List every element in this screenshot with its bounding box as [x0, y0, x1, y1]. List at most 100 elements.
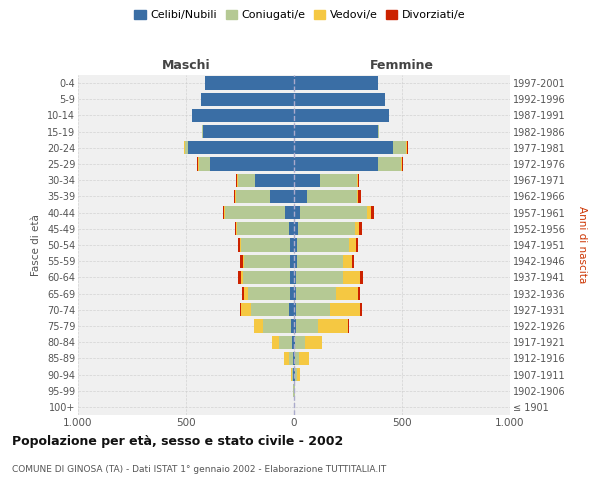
Bar — [305, 336, 322, 349]
Bar — [297, 238, 349, 252]
Bar — [263, 320, 291, 332]
Bar — [295, 336, 305, 349]
Text: Popolazione per età, sesso e stato civile - 2002: Popolazione per età, sesso e stato civil… — [12, 435, 343, 448]
Bar — [355, 222, 359, 235]
Bar — [292, 336, 294, 349]
Bar — [294, 125, 378, 138]
Bar — [301, 206, 367, 220]
Bar — [343, 254, 352, 268]
Bar — [294, 320, 296, 332]
Bar — [296, 287, 336, 300]
Bar — [248, 287, 290, 300]
Bar — [289, 222, 294, 235]
Bar — [203, 125, 294, 138]
Bar — [210, 158, 294, 170]
Bar — [241, 270, 243, 284]
Bar — [188, 141, 294, 154]
Bar — [320, 174, 356, 187]
Bar — [235, 222, 236, 235]
Bar — [294, 206, 301, 220]
Bar — [359, 222, 362, 235]
Bar — [358, 287, 360, 300]
Bar — [201, 92, 294, 106]
Bar — [238, 238, 240, 252]
Bar — [193, 109, 294, 122]
Bar — [205, 76, 294, 90]
Bar — [289, 303, 294, 316]
Bar — [290, 254, 294, 268]
Bar — [360, 270, 363, 284]
Bar — [240, 238, 241, 252]
Bar — [294, 92, 385, 106]
Bar — [294, 352, 295, 365]
Bar — [296, 254, 343, 268]
Bar — [294, 76, 378, 90]
Y-axis label: Anni di nascita: Anni di nascita — [577, 206, 587, 284]
Bar — [356, 238, 358, 252]
Bar — [289, 352, 293, 365]
Bar — [296, 303, 329, 316]
Bar — [349, 238, 356, 252]
Bar — [294, 368, 295, 381]
Bar — [291, 320, 294, 332]
Bar — [272, 336, 280, 349]
Text: Maschi: Maschi — [161, 60, 211, 72]
Bar — [307, 190, 356, 203]
Bar — [294, 222, 298, 235]
Bar — [401, 158, 402, 170]
Bar — [254, 320, 263, 332]
Bar — [244, 254, 290, 268]
Bar — [296, 270, 343, 284]
Bar — [336, 287, 358, 300]
Bar — [294, 109, 389, 122]
Bar — [358, 174, 359, 187]
Bar — [199, 158, 210, 170]
Bar — [295, 368, 297, 381]
Bar — [290, 287, 294, 300]
Bar — [406, 141, 407, 154]
Bar — [294, 174, 320, 187]
Bar — [286, 206, 294, 220]
Bar — [225, 206, 286, 220]
Bar — [280, 336, 292, 349]
Bar — [299, 352, 309, 365]
Bar — [236, 190, 270, 203]
Bar — [356, 190, 358, 203]
Bar — [356, 174, 358, 187]
Bar — [378, 158, 401, 170]
Bar — [197, 158, 198, 170]
Bar — [329, 303, 360, 316]
Bar — [242, 254, 244, 268]
Bar — [348, 320, 349, 332]
Bar — [294, 190, 307, 203]
Bar — [236, 174, 238, 187]
Bar — [294, 270, 296, 284]
Bar — [298, 222, 355, 235]
Bar — [294, 336, 295, 349]
Bar — [290, 368, 292, 381]
Bar — [240, 254, 242, 268]
Bar — [352, 254, 354, 268]
Bar — [293, 352, 294, 365]
Bar — [284, 352, 289, 365]
Bar — [343, 270, 360, 284]
Bar — [202, 125, 203, 138]
Bar — [255, 174, 294, 187]
Bar — [295, 352, 299, 365]
Bar — [185, 141, 188, 154]
Bar — [243, 270, 290, 284]
Legend: Celibi/Nubili, Coniugati/e, Vedovi/e, Divorziati/e: Celibi/Nubili, Coniugati/e, Vedovi/e, Di… — [130, 6, 470, 25]
Bar — [233, 190, 235, 203]
Text: COMUNE DI GINOSA (TA) - Dati ISTAT 1° gennaio 2002 - Elaborazione TUTTITALIA.IT: COMUNE DI GINOSA (TA) - Dati ISTAT 1° ge… — [12, 465, 386, 474]
Bar — [371, 206, 374, 220]
Bar — [251, 303, 289, 316]
Bar — [198, 158, 199, 170]
Bar — [394, 141, 406, 154]
Bar — [367, 206, 371, 220]
Text: Femmine: Femmine — [370, 60, 434, 72]
Bar — [241, 303, 251, 316]
Bar — [290, 238, 294, 252]
Bar — [294, 141, 394, 154]
Bar — [402, 158, 403, 170]
Bar — [244, 287, 248, 300]
